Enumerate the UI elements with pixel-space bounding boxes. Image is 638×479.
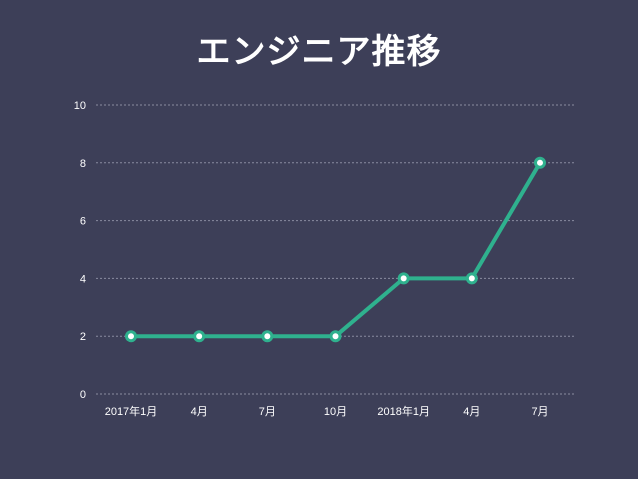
data-point: [465, 272, 478, 285]
data-point: [261, 330, 274, 343]
y-tick-label: 8: [80, 158, 86, 170]
data-point: [534, 156, 546, 169]
x-tick-label: 4月: [463, 406, 480, 418]
data-point: [329, 330, 342, 343]
data-point: [193, 330, 206, 343]
x-tick-label: 2017年1月: [105, 404, 158, 418]
x-tick-label: 4月: [191, 406, 208, 418]
data-points: [125, 156, 546, 343]
x-axis-ticks: 2017年1月 4月 7月 10月 2018年1月 4月 7月: [105, 404, 549, 418]
y-axis-ticks: 0 2 4 6 8 10: [74, 100, 86, 401]
y-tick-label: 2: [80, 331, 86, 343]
y-tick-label: 10: [74, 100, 86, 112]
x-tick-label: 7月: [259, 406, 276, 418]
x-tick-label: 10月: [324, 406, 347, 418]
data-point: [125, 330, 137, 343]
x-tick-label: 7月: [531, 406, 548, 418]
y-tick-label: 6: [80, 216, 86, 228]
series-line: [129, 160, 542, 339]
grid-lines: [96, 104, 574, 395]
y-tick-label: 0: [80, 389, 86, 401]
data-point: [397, 272, 410, 285]
series-layer: [129, 160, 542, 339]
chart-title: エンジニア推移: [196, 32, 442, 72]
y-tick-label: 4: [80, 273, 86, 285]
x-tick-label: 2018年1月: [377, 404, 430, 418]
